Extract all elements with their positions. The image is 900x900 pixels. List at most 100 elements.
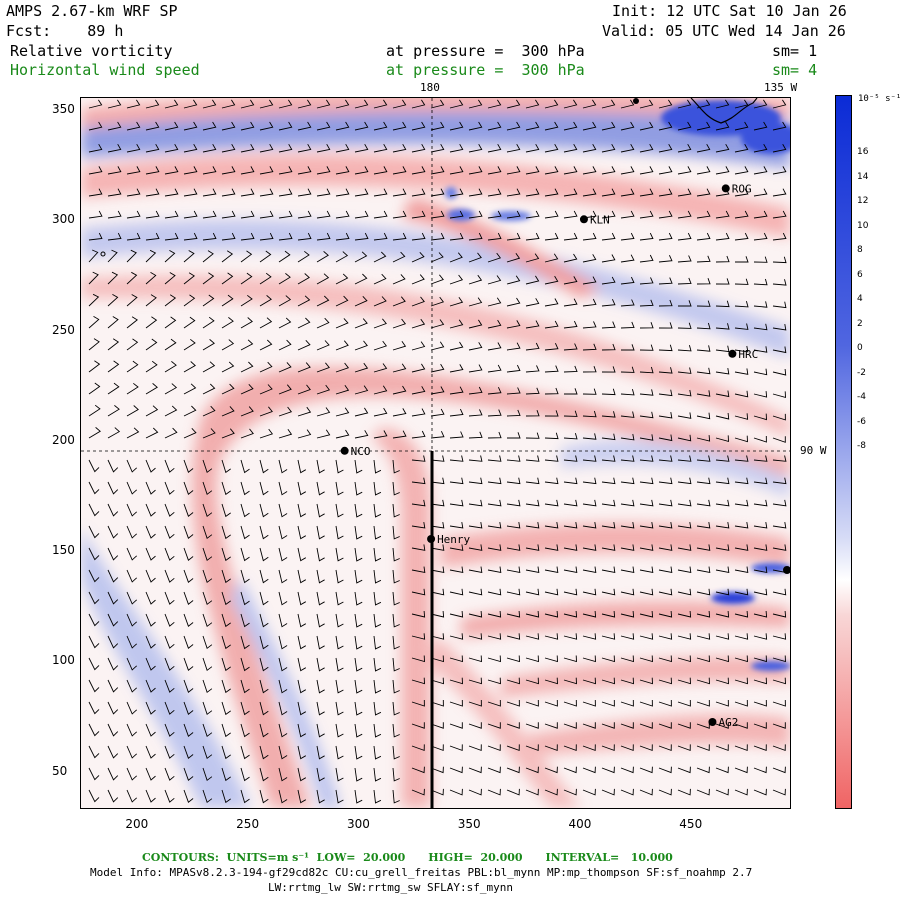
wind-barb [506, 188, 521, 197]
wind-barb [183, 250, 195, 263]
wind-barb [411, 296, 425, 307]
wind-barb [658, 143, 673, 153]
wind-barb [772, 99, 787, 109]
wind-barb [734, 744, 748, 752]
wind-barb [373, 407, 388, 417]
wind-barb [601, 566, 616, 574]
wind-barb [88, 360, 101, 373]
station-hrc[interactable]: HRC [728, 348, 758, 361]
wind-barb [582, 232, 597, 241]
wind-barb [278, 547, 288, 562]
wind-barb [601, 388, 616, 396]
wind-barb [164, 383, 178, 395]
wind-barb [582, 321, 597, 329]
wind-barb [506, 766, 520, 774]
wind-barb [411, 722, 425, 729]
wind-barb [411, 143, 426, 153]
wind-barb [373, 745, 382, 760]
wind-barb [487, 633, 502, 640]
wind-barb [601, 121, 616, 131]
wind-barb [392, 385, 407, 395]
wind-barb [297, 166, 312, 175]
wind-barb [601, 544, 616, 551]
station-nco[interactable]: NCO [340, 445, 371, 458]
wind-barb [544, 610, 559, 618]
wind-barb [335, 679, 344, 694]
wind-barb [278, 188, 293, 197]
wind-barb [525, 320, 540, 329]
wind-barb [506, 342, 521, 351]
wind-barb [563, 232, 578, 241]
wind-barb [525, 633, 540, 640]
wind-barb [297, 459, 307, 474]
wind-barb [183, 294, 196, 307]
wind-barb [753, 278, 768, 286]
wind-barb [772, 279, 787, 286]
wind-barb [639, 610, 654, 618]
wind-barb [620, 254, 635, 263]
wind-barb [411, 386, 426, 395]
wind-barb [772, 610, 787, 618]
wind-barb [734, 699, 748, 707]
wind-barb [430, 722, 444, 729]
wind-barb [335, 143, 350, 153]
wind-barb [335, 273, 349, 285]
wind-barb [449, 722, 463, 729]
wind-barb [525, 143, 540, 153]
map-plot[interactable]: ROG KLN HRC NCO Henry AG2 [80, 97, 791, 809]
wind-barb [506, 210, 521, 219]
wind-barb [487, 166, 502, 175]
wind-barb [202, 143, 217, 153]
wind-barb [525, 455, 540, 462]
wind-barb [772, 744, 786, 752]
wind-barb [240, 428, 254, 439]
wind-barb [88, 723, 100, 737]
wind-barb [677, 699, 691, 707]
wind-barb [658, 367, 673, 374]
wind-barb [563, 210, 578, 219]
wind-barb [639, 344, 654, 351]
wind-barb [468, 610, 483, 618]
station-ag2[interactable]: AG2 [708, 716, 738, 729]
wind-barb [107, 143, 122, 153]
wind-barb [430, 188, 445, 197]
wind-barb [221, 210, 236, 219]
wind-barb [677, 566, 692, 574]
wind-barb [164, 525, 175, 539]
wind-barb [487, 99, 502, 109]
wind-barb [126, 459, 138, 473]
wind-barb [297, 429, 312, 439]
wind-barb [297, 613, 307, 628]
wind-barb [639, 677, 653, 685]
wind-barb [354, 635, 363, 650]
wind-barb [221, 789, 231, 804]
wind-barb [544, 566, 559, 574]
station-label: Henry [437, 533, 470, 546]
wind-barb [544, 121, 559, 131]
wind-barb [563, 610, 578, 618]
wind-barb [183, 569, 194, 583]
wind-barb [278, 143, 293, 153]
station-rog[interactable]: ROG [721, 182, 752, 195]
wind-barb [753, 435, 767, 443]
wind-barb [525, 788, 539, 796]
wind-barb [126, 657, 138, 671]
wind-barb [392, 767, 400, 782]
wind-barb [88, 166, 103, 175]
wind-barb [525, 699, 539, 707]
wind-barb [278, 429, 293, 439]
wind-barb [487, 275, 502, 285]
station-label: AG2 [718, 716, 738, 729]
wind-barb [620, 699, 634, 707]
wind-barb [335, 318, 349, 329]
station-henry[interactable]: Henry [427, 533, 471, 546]
station-kln[interactable]: KLN [579, 213, 610, 226]
wind-barb [639, 788, 653, 796]
x-tick-label: 450 [679, 817, 703, 831]
wind-barb [126, 121, 141, 131]
wind-barb [658, 232, 673, 241]
wind-barb [677, 633, 692, 640]
wind-barb [753, 544, 768, 551]
wind-barb [297, 188, 312, 197]
wind-barb [677, 367, 692, 374]
